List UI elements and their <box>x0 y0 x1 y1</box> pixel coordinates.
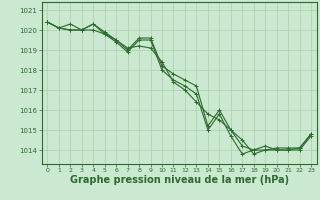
X-axis label: Graphe pression niveau de la mer (hPa): Graphe pression niveau de la mer (hPa) <box>70 175 289 185</box>
